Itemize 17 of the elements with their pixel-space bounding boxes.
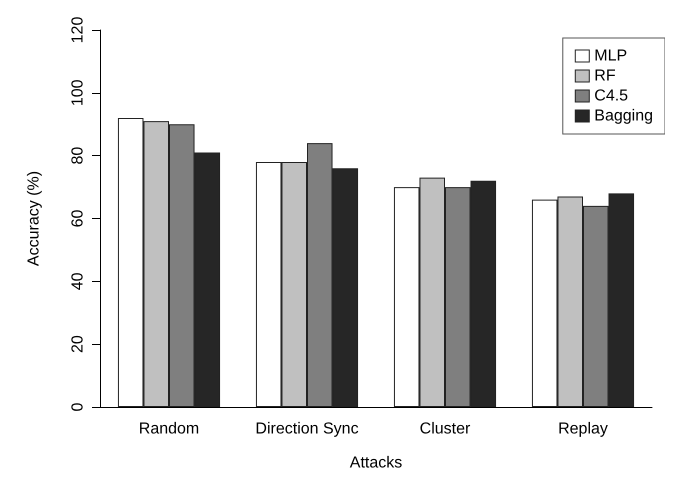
legend-label: MLP <box>594 48 628 64</box>
x-tick-label: Cluster <box>420 420 472 438</box>
y-tick-label: 80 <box>70 146 86 165</box>
y-tick-label: 0 <box>70 402 86 412</box>
legend-label: Bagging <box>594 108 653 124</box>
y-tick-label: 120 <box>70 16 86 44</box>
y-tick-label: 40 <box>70 272 86 290</box>
legend-label: C4.5 <box>594 88 628 104</box>
x-tick-label: Direction Sync <box>255 420 359 438</box>
y-tick-label: 60 <box>70 210 86 228</box>
y-tick-label: 100 <box>70 79 86 106</box>
x-tick-label: Random <box>138 420 200 438</box>
y-tick-label: 20 <box>70 335 86 354</box>
x-tick-label: Replay <box>558 420 608 438</box>
y-axis-title: Accuracy (%) <box>26 170 42 266</box>
legend-label: RF <box>594 68 616 84</box>
x-axis-title: Attacks <box>350 454 402 472</box>
